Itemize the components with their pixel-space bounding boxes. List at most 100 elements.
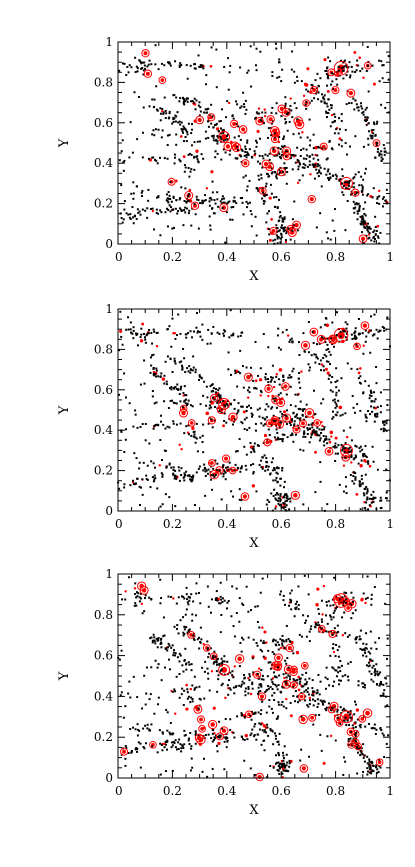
halo-fill: [258, 378, 263, 382]
data-point: [176, 212, 179, 215]
data-point: [191, 123, 194, 126]
data-point: [299, 448, 302, 451]
data-point: [365, 456, 368, 459]
data-point: [235, 587, 238, 590]
halo-ring: [363, 61, 372, 70]
data-point: [336, 83, 339, 86]
data-point: [136, 426, 139, 429]
data-point: [342, 77, 345, 80]
data-point: [136, 138, 139, 141]
data-point: [281, 153, 284, 156]
data-point: [361, 482, 364, 485]
data-point: [306, 704, 309, 707]
data-point: [222, 197, 225, 200]
data-point: [305, 88, 308, 91]
data-point: [383, 329, 386, 332]
data-point: [238, 488, 241, 491]
data-point: [386, 637, 389, 640]
data-point: [206, 667, 209, 670]
data-point: [237, 125, 240, 128]
halo-fill: [259, 394, 262, 397]
x-tick-label: 0.4: [217, 784, 236, 798]
halo-fill: [215, 127, 220, 131]
data-point: [190, 480, 193, 483]
data-point: [120, 430, 123, 433]
data-point: [151, 354, 154, 357]
data-point: [161, 731, 164, 734]
data-point: [255, 234, 258, 237]
data-point: [146, 333, 149, 336]
data-point: [244, 174, 247, 177]
data-point: [161, 503, 164, 506]
data-point: [225, 211, 228, 214]
data-point: [367, 193, 370, 196]
halo-ring: [300, 661, 309, 670]
data-point: [236, 157, 239, 160]
data-point: [276, 76, 279, 79]
data-point: [236, 450, 239, 453]
data-point: [193, 168, 196, 171]
data-point: [318, 342, 321, 345]
data-point: [312, 430, 315, 433]
halo-ring: [219, 203, 229, 213]
data-point: [232, 334, 235, 337]
data-point: [136, 734, 139, 737]
data-point: [166, 355, 169, 358]
data-point: [332, 416, 335, 419]
data-point: [327, 56, 330, 59]
data-point: [205, 83, 208, 86]
data-point: [365, 335, 368, 338]
data-point: [344, 716, 347, 719]
data-point: [238, 620, 241, 623]
data-point: [155, 208, 158, 211]
data-point: [167, 595, 170, 598]
data-point: [242, 738, 245, 741]
data-point: [308, 630, 311, 633]
data-point: [358, 206, 361, 209]
data-point: [289, 497, 292, 500]
data-point: [289, 592, 292, 595]
halo-fill: [324, 367, 328, 371]
data-point: [378, 80, 381, 83]
data-point: [357, 318, 360, 321]
data-point: [139, 486, 142, 489]
halo-fill: [309, 173, 312, 176]
halo-fill: [209, 64, 213, 68]
data-point: [178, 738, 181, 741]
data-point: [284, 414, 287, 417]
data-point: [118, 393, 121, 396]
data-point: [281, 639, 284, 642]
data-point: [173, 226, 176, 229]
data-point: [317, 608, 320, 611]
data-point: [367, 665, 370, 668]
data-point: [178, 673, 181, 676]
data-point: [221, 597, 224, 600]
data-point: [280, 233, 283, 236]
data-point: [328, 684, 331, 687]
data-point: [151, 207, 154, 210]
data-point: [193, 67, 196, 70]
data-point: [275, 375, 278, 378]
data-point: [144, 341, 147, 344]
data-point: [246, 151, 249, 154]
x-tick-label: 1: [386, 784, 394, 798]
data-point: [215, 388, 218, 391]
halo-fill: [242, 494, 248, 499]
data-point: [223, 419, 226, 422]
data-point: [170, 200, 173, 203]
data-point: [379, 682, 382, 685]
y-tick-label: 0: [105, 771, 113, 785]
data-point: [266, 136, 269, 139]
data-point: [266, 726, 269, 729]
data-point: [184, 394, 187, 397]
data-point: [271, 74, 274, 77]
data-point: [320, 749, 323, 752]
data-point: [166, 711, 169, 714]
halo-ring: [228, 466, 237, 475]
data-point: [193, 203, 196, 206]
data-point: [261, 674, 264, 677]
data-point: [321, 620, 324, 623]
data-point: [286, 150, 289, 153]
data-point: [202, 394, 205, 397]
data-point: [223, 660, 226, 663]
